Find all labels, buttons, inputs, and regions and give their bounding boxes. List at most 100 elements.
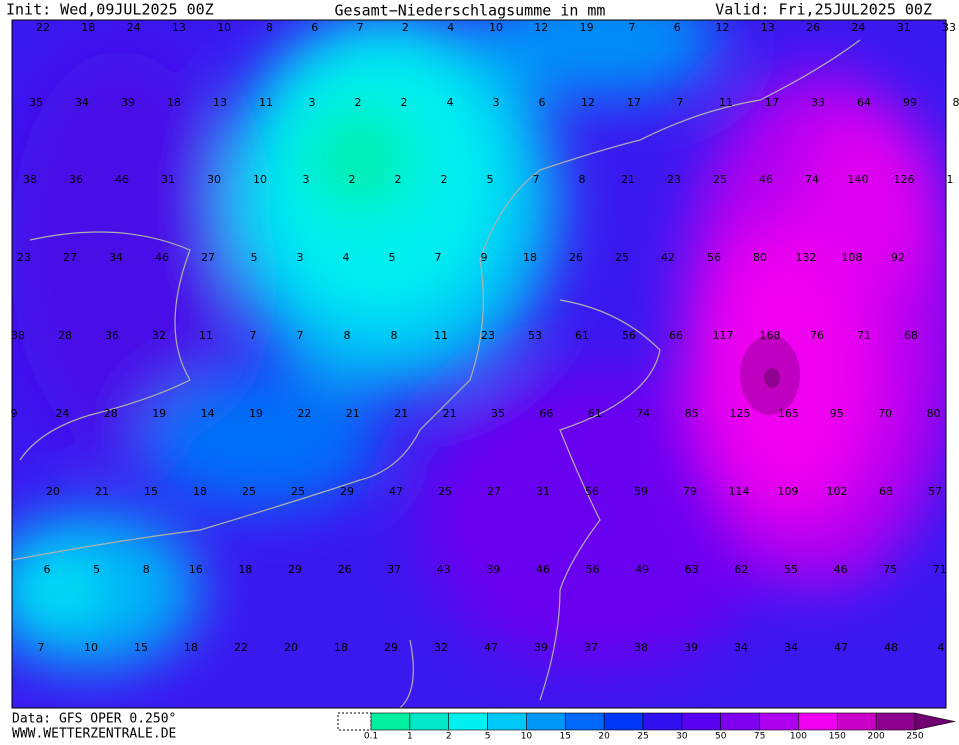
grid-value: 79 <box>683 485 697 498</box>
grid-value: 26 <box>569 251 583 264</box>
grid-value: 47 <box>834 641 848 654</box>
grid-value: 15 <box>144 485 158 498</box>
grid-value: 92 <box>891 251 905 264</box>
grid-value: 11 <box>259 96 273 109</box>
grid-value: 13 <box>761 21 775 34</box>
grid-value: 117 <box>713 329 734 342</box>
legend-arrow <box>915 713 955 730</box>
grid-value: 8 <box>953 96 959 109</box>
grid-value: 13 <box>213 96 227 109</box>
legend-swatch <box>760 713 799 730</box>
grid-value: 46 <box>536 563 550 576</box>
grid-value: 9 <box>481 251 488 264</box>
grid-value: 26 <box>338 563 352 576</box>
grid-value: 55 <box>784 563 798 576</box>
grid-value: 21 <box>394 407 408 420</box>
grid-value: 10 <box>489 21 503 34</box>
grid-value: 37 <box>584 641 598 654</box>
grid-value: 11 <box>434 329 448 342</box>
grid-value: 16 <box>189 563 203 576</box>
grid-value: 49 <box>635 563 649 576</box>
grid-value: 39 <box>486 563 500 576</box>
grid-value: 4 <box>447 96 454 109</box>
grid-value: 35 <box>491 407 505 420</box>
website: WWW.WETTERZENTRALE.DE <box>12 727 176 742</box>
legend-swatch <box>565 713 604 730</box>
legend-label: 20 <box>598 732 610 742</box>
grid-value: 39 <box>684 641 698 654</box>
grid-value: 32 <box>152 329 166 342</box>
grid-value: 11 <box>719 96 733 109</box>
grid-value: 19 <box>580 21 594 34</box>
grid-value: 28 <box>58 329 72 342</box>
grid-value: 39 <box>534 641 548 654</box>
grid-value: 36 <box>69 173 83 186</box>
grid-value: 37 <box>387 563 401 576</box>
grid-value: 14 <box>201 407 215 420</box>
grid-value: 7 <box>533 173 540 186</box>
grid-value: 25 <box>438 485 452 498</box>
grid-value: 19 <box>152 407 166 420</box>
legend-swatch <box>371 713 410 730</box>
grid-value: 80 <box>753 251 767 264</box>
grid-value: 23 <box>481 329 495 342</box>
grid-value: 56 <box>707 251 721 264</box>
grid-value: 31 <box>897 21 911 34</box>
grid-value: 6 <box>311 21 318 34</box>
grid-value: 3 <box>493 96 500 109</box>
legend-swatch <box>604 713 643 730</box>
grid-value: 43 <box>437 563 451 576</box>
grid-value: 38 <box>11 329 25 342</box>
grid-value: 21 <box>621 173 635 186</box>
grid-value: 7 <box>38 641 45 654</box>
max-core <box>764 368 780 388</box>
grid-value: 21 <box>95 485 109 498</box>
grid-value: 38 <box>634 641 648 654</box>
grid-value: 25 <box>713 173 727 186</box>
grid-value: 32 <box>434 641 448 654</box>
grid-value: 17 <box>627 96 641 109</box>
grid-value: 27 <box>63 251 77 264</box>
grid-value: 165 <box>778 407 799 420</box>
grid-value: 8 <box>266 21 273 34</box>
grid-value: 11 <box>199 329 213 342</box>
legend-label: 1 <box>407 732 413 742</box>
grid-value: 74 <box>636 407 650 420</box>
legend-swatch <box>837 713 876 730</box>
grid-value: 18 <box>523 251 537 264</box>
grid-value: 39 <box>121 96 135 109</box>
grid-value: 8 <box>143 563 150 576</box>
grid-value: 2 <box>395 173 402 186</box>
grid-value: 25 <box>291 485 305 498</box>
grid-value: 64 <box>857 96 871 109</box>
grid-value: 20 <box>284 641 298 654</box>
grid-value: 95 <box>830 407 844 420</box>
grid-value: 5 <box>251 251 258 264</box>
grid-value: 24 <box>55 407 69 420</box>
grid-value: 2 <box>401 96 408 109</box>
grid-value: 23 <box>667 173 681 186</box>
grid-value: 61 <box>588 407 602 420</box>
grid-value: 6 <box>539 96 546 109</box>
grid-value: 27 <box>487 485 501 498</box>
grid-value: 5 <box>389 251 396 264</box>
grid-value: 46 <box>155 251 169 264</box>
grid-value: 26 <box>806 21 820 34</box>
grid-value: 48 <box>884 641 898 654</box>
grid-value: 18 <box>334 641 348 654</box>
grid-value: 3 <box>309 96 316 109</box>
grid-value: 22 <box>297 407 311 420</box>
legend-under <box>338 713 371 730</box>
legend-swatch <box>798 713 837 730</box>
grid-value: 132 <box>796 251 817 264</box>
legend-label: 75 <box>754 732 765 742</box>
legend-swatch <box>526 713 565 730</box>
grid-value: 31 <box>161 173 175 186</box>
grid-value: 61 <box>575 329 589 342</box>
grid-value: 27 <box>201 251 215 264</box>
grid-value: 10 <box>84 641 98 654</box>
grid-value: 22 <box>234 641 248 654</box>
grid-value: 62 <box>734 563 748 576</box>
grid-value: 2 <box>441 173 448 186</box>
